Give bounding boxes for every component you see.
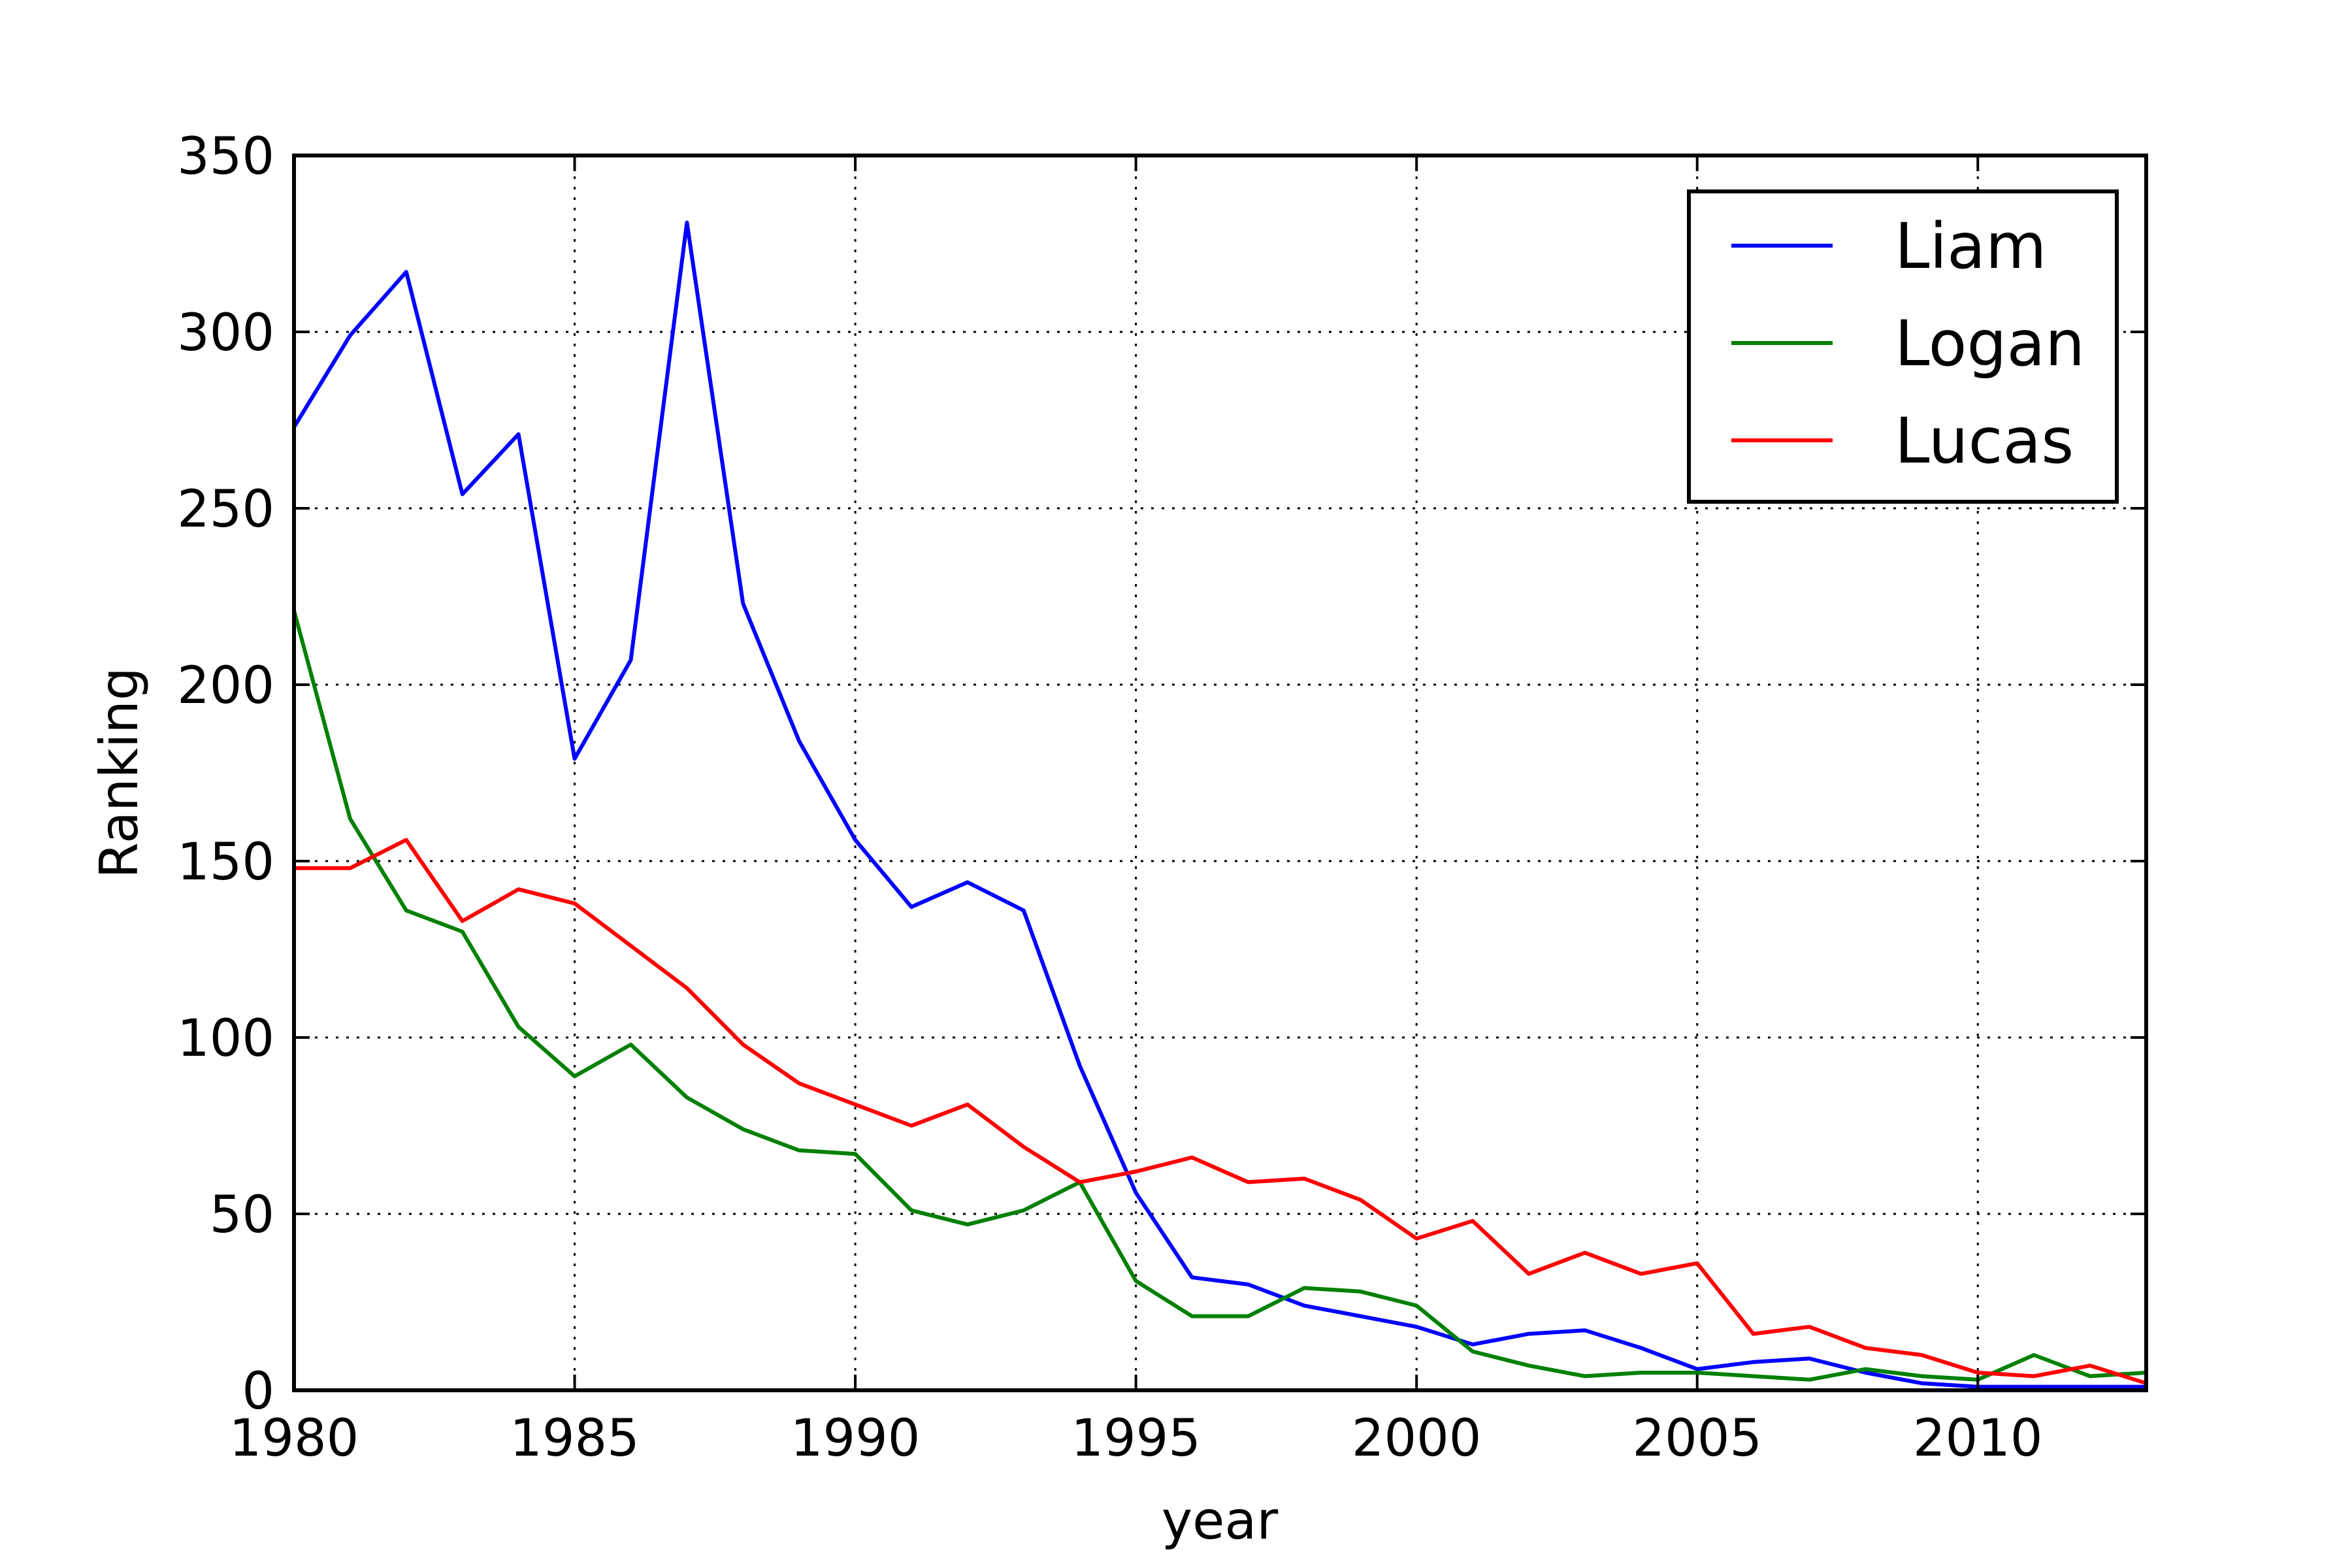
series-lines xyxy=(292,220,2147,1389)
legend-label-liam: Liam xyxy=(1895,210,2047,283)
legend: Liam Logan Lucas xyxy=(1687,189,2119,504)
y-tick-label: 0 xyxy=(242,1362,274,1421)
axis-ticks xyxy=(293,154,2146,1392)
series-line-lucas xyxy=(294,838,2147,1386)
y-axis-label: Ranking xyxy=(89,667,150,879)
y-tick-label: 150 xyxy=(177,833,274,892)
x-tick-label: 2005 xyxy=(1632,1409,1762,1468)
x-tick-label: 1990 xyxy=(791,1409,921,1468)
tick-labels: 1980 1985 1990 1995 2000 2005 2010 0 50 100 150 200… xyxy=(177,127,2042,1468)
x-tick-label: 2000 xyxy=(1352,1409,1482,1468)
legend-label-logan: Logan xyxy=(1895,307,2085,380)
x-tick-label: 1985 xyxy=(510,1409,640,1468)
plot-frame xyxy=(292,154,2148,1392)
y-tick-label: 300 xyxy=(177,304,274,363)
legend-label-lucas: Lucas xyxy=(1895,404,2074,478)
y-tick-label: 200 xyxy=(177,657,274,715)
y-tick-label: 50 xyxy=(210,1186,274,1245)
y-tick-label: 250 xyxy=(177,480,274,539)
series-line-liam xyxy=(292,220,2146,1389)
y-tick-label: 350 xyxy=(177,127,274,186)
legend-box xyxy=(1687,189,2119,504)
x-tick-label: 2010 xyxy=(1913,1409,2043,1468)
x-axis-label: year xyxy=(1162,1490,1279,1551)
y-tick-label: 100 xyxy=(177,1009,274,1068)
x-tick-label: 1980 xyxy=(229,1409,359,1468)
series-line-logan xyxy=(292,610,2147,1382)
x-tick-label: 1995 xyxy=(1071,1409,1201,1468)
